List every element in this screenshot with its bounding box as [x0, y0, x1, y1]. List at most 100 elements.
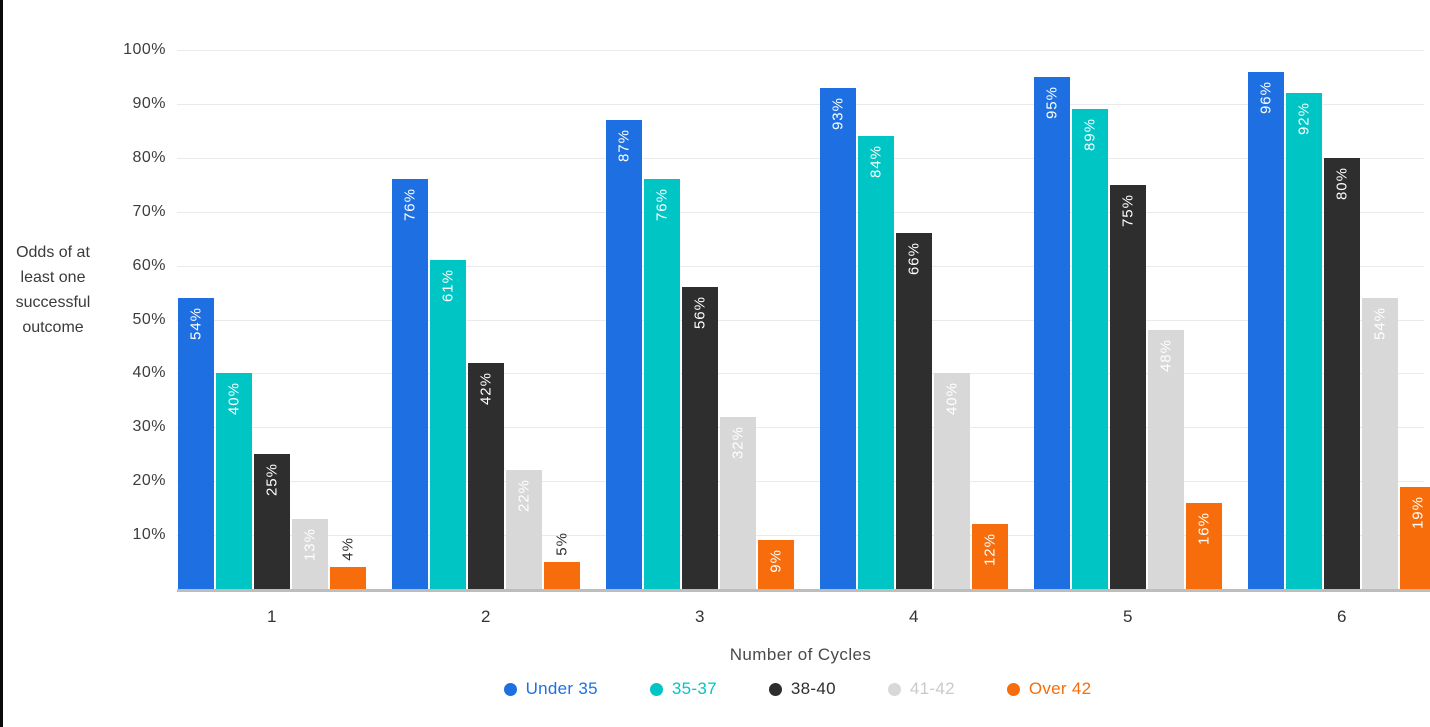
- bar-35-37-cycle-2: 61%: [430, 260, 466, 589]
- x-tick-label: 2: [481, 607, 491, 626]
- y-tick-label: 20%: [132, 472, 166, 490]
- bar-41-42-cycle-3: 32%: [720, 417, 756, 589]
- x-tick-label: 3: [695, 607, 705, 626]
- y-tick-label: 10%: [132, 526, 166, 544]
- y-axis-title-line: least one: [20, 269, 86, 286]
- bar-under-35-cycle-6: 96%: [1248, 72, 1284, 589]
- bar-35-37-cycle-3: 76%: [644, 179, 680, 589]
- gridline: [177, 265, 1424, 267]
- x-axis-baseline: [177, 589, 1430, 592]
- bar-38-40-cycle-3: 56%: [682, 287, 718, 589]
- bar-under-35-cycle-5: 95%: [1034, 77, 1070, 589]
- bar-under-35-cycle-2: 76%: [392, 179, 428, 589]
- legend-dot: [768, 682, 782, 696]
- y-tick-label: 90%: [132, 94, 166, 112]
- bar-value-label: 76%: [653, 188, 671, 222]
- gridline: [177, 427, 1424, 429]
- bar-value-label: 25%: [263, 463, 281, 497]
- legend-item-41-42: 41-42: [887, 679, 955, 699]
- y-axis-title: Odds of at least one successful outcome: [0, 240, 106, 340]
- bar-41-42-cycle-2: 22%: [506, 470, 542, 589]
- x-tick-label: 4: [909, 607, 919, 626]
- y-tick-label: 40%: [132, 364, 166, 382]
- bar-38-40-cycle-1: 25%: [254, 454, 290, 589]
- y-tick-label: 80%: [132, 148, 166, 166]
- bar-35-37-cycle-1: 40%: [216, 373, 252, 589]
- bar-value-label: 32%: [729, 426, 747, 460]
- bar-value-label: 54%: [187, 307, 205, 341]
- legend-item-35-37: 35-37: [649, 679, 717, 699]
- legend-dot: [1006, 682, 1020, 696]
- legend-label: 41-42: [909, 679, 955, 698]
- gridline: [177, 373, 1424, 375]
- legend-dot: [503, 682, 517, 696]
- bar-value-label: 13%: [301, 528, 319, 562]
- bar-value-label: 19%: [1409, 496, 1427, 530]
- bar-35-37-cycle-4: 84%: [858, 136, 894, 589]
- bar-value-label: 22%: [515, 479, 533, 513]
- bar-value-label: 42%: [477, 372, 495, 406]
- legend-item-38-40: 38-40: [768, 679, 836, 699]
- bar-value-label: 76%: [401, 188, 419, 222]
- bar-under-35-cycle-1: 54%: [178, 298, 214, 589]
- legend-label: Under 35: [525, 679, 598, 698]
- bar-value-label: 96%: [1257, 81, 1275, 115]
- bar-value-label: 54%: [1371, 307, 1389, 341]
- bar-value-label: 56%: [691, 296, 709, 330]
- bar-value-label: 84%: [867, 145, 885, 179]
- gridline: [177, 157, 1424, 159]
- y-tick-label: 60%: [132, 256, 166, 274]
- gridline: [177, 481, 1424, 483]
- bar-value-label: 48%: [1157, 339, 1175, 373]
- bar-value-label: 80%: [1333, 167, 1351, 201]
- legend-label: 35-37: [671, 679, 717, 698]
- bar-value-label: 5%: [553, 532, 571, 556]
- legend-item-under-35: Under 35: [503, 679, 598, 699]
- bar-value-label: 87%: [615, 129, 633, 163]
- y-axis-title-line: Odds of at: [16, 244, 90, 261]
- legend-item-over-42: Over 42: [1006, 679, 1092, 699]
- bar-value-label: 89%: [1081, 118, 1099, 152]
- legend-dot: [649, 682, 663, 696]
- legend-label: 38-40: [790, 679, 836, 698]
- bar-41-42-cycle-1: 13%: [292, 519, 328, 589]
- bar-under-35-cycle-4: 93%: [820, 88, 856, 589]
- bar-over-42-cycle-5: 16%: [1186, 503, 1222, 589]
- gridline: [177, 211, 1424, 213]
- bar-value-label: 92%: [1295, 102, 1313, 136]
- bar-38-40-cycle-6: 80%: [1324, 158, 1360, 589]
- bar-38-40-cycle-5: 75%: [1110, 185, 1146, 589]
- bar-41-42-cycle-6: 54%: [1362, 298, 1398, 589]
- x-axis-title: Number of Cycles: [729, 645, 872, 664]
- bar-over-42-cycle-3: 9%: [758, 540, 794, 589]
- bar-35-37-cycle-6: 92%: [1286, 93, 1322, 589]
- bar-over-42-cycle-1: 4%: [330, 537, 366, 589]
- x-tick-label: 6: [1337, 607, 1347, 626]
- bar-over-42-cycle-2: 5%: [544, 532, 580, 589]
- bar-41-42-cycle-4: 40%: [934, 373, 970, 589]
- bar-41-42-cycle-5: 48%: [1148, 330, 1184, 589]
- left-border: [0, 0, 3, 727]
- x-tick-label: 1: [267, 607, 277, 626]
- y-tick-label: 50%: [132, 310, 166, 328]
- bar-value-label: 93%: [829, 97, 847, 131]
- bar-value-label: 12%: [981, 533, 999, 567]
- x-tick-label: 5: [1123, 607, 1133, 626]
- bar-value-label: 95%: [1043, 86, 1061, 120]
- bar-value-label: 9%: [767, 549, 785, 573]
- bar-over-42-cycle-6: 19%: [1400, 487, 1430, 589]
- bar-over-42-cycle-4: 12%: [972, 524, 1008, 589]
- bar-value-label: 40%: [225, 382, 243, 416]
- y-axis-title-line: successful: [15, 294, 91, 311]
- bar-38-40-cycle-4: 66%: [896, 233, 932, 589]
- y-axis-title-line: outcome: [22, 319, 84, 336]
- bar-value-label: 66%: [905, 242, 923, 276]
- y-tick-label: 70%: [132, 202, 166, 220]
- bar-under-35-cycle-3: 87%: [606, 120, 642, 589]
- y-tick-label: 30%: [132, 418, 166, 436]
- legend: Under 35 35-37 38-40 41-42 Over 42: [165, 679, 1430, 699]
- legend-dot: [887, 682, 901, 696]
- bar-38-40-cycle-2: 42%: [468, 363, 504, 589]
- bar-value-label: 61%: [439, 269, 457, 303]
